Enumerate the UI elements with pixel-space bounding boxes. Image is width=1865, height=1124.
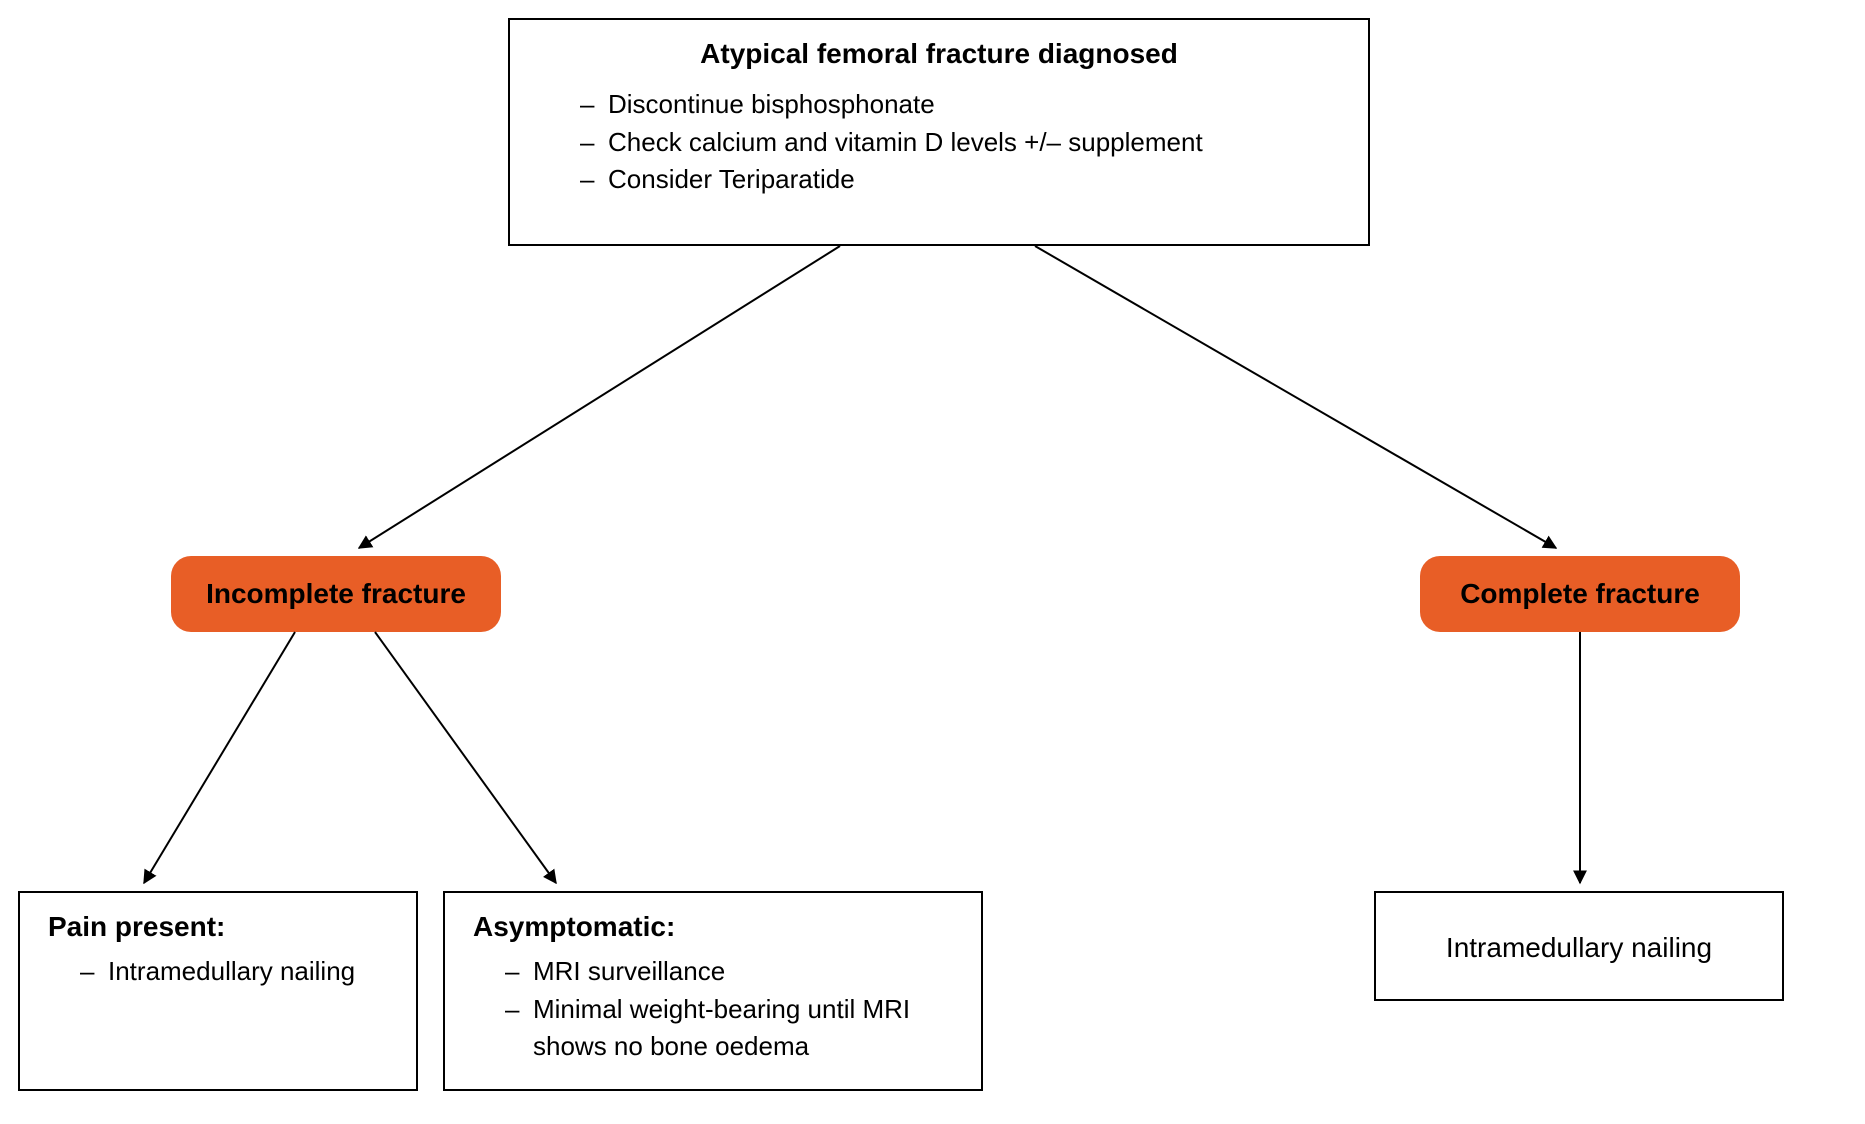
edge-incomplete-pain: [144, 632, 295, 883]
node-pain-present: Pain present: Intramedullary nailing: [18, 891, 418, 1091]
root-item-0: Discontinue bisphosphonate: [580, 86, 1328, 124]
root-item-1: Check calcium and vitamin D levels +/– s…: [580, 124, 1328, 162]
edge-incomplete-asymptomatic: [375, 632, 556, 883]
asymptomatic-title: Asymptomatic:: [445, 893, 981, 953]
edge-root-complete: [1035, 246, 1556, 548]
node-asymptomatic: Asymptomatic: MRI surveillance Minimal w…: [443, 891, 983, 1091]
incomplete-label: Incomplete fracture: [171, 556, 501, 632]
node-intramedullary-nailing: Intramedullary nailing: [1374, 891, 1784, 1001]
pain-list: Intramedullary nailing: [20, 953, 416, 1011]
complete-label: Complete fracture: [1420, 556, 1740, 632]
edge-root-incomplete: [359, 246, 840, 548]
node-root: Atypical femoral fracture diagnosed Disc…: [508, 18, 1370, 246]
im-label: Intramedullary nailing: [1376, 893, 1782, 1003]
asymptomatic-item-1: Minimal weight-bearing until MRI shows n…: [505, 991, 951, 1066]
asymptomatic-item-0: MRI surveillance: [505, 953, 951, 991]
node-incomplete-fracture: Incomplete fracture: [171, 556, 501, 632]
pain-title: Pain present:: [20, 893, 416, 953]
root-item-2: Consider Teriparatide: [580, 161, 1328, 199]
root-list: Discontinue bisphosphonate Check calcium…: [510, 86, 1368, 219]
pain-item-0: Intramedullary nailing: [80, 953, 386, 991]
root-title: Atypical femoral fracture diagnosed: [510, 20, 1368, 86]
asymptomatic-list: MRI surveillance Minimal weight-bearing …: [445, 953, 981, 1086]
node-complete-fracture: Complete fracture: [1420, 556, 1740, 632]
